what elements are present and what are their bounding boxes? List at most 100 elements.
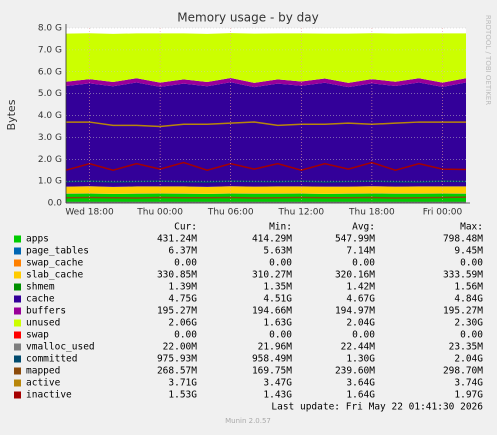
y-tick-label: 3.0 G (38, 133, 62, 143)
legend-stat: 3.64G (346, 378, 375, 389)
legend-stat: 22.44M (341, 342, 376, 353)
x-tick-label: Thu 00:00 (136, 208, 183, 218)
y-tick-label: 8.0 G (38, 24, 62, 34)
legend-label: inactive (26, 390, 72, 401)
legend-header: Avg: (352, 222, 375, 233)
legend-stat: 7.14M (346, 246, 375, 257)
legend-stat: 1.43G (263, 390, 292, 401)
x-tick-label: Thu 06:00 (207, 208, 254, 218)
legend-stat: 194.66M (252, 306, 292, 317)
legend-stat: 3.71G (168, 378, 197, 389)
area (66, 82, 466, 187)
legend-swatch (14, 368, 21, 375)
legend-swatch (14, 320, 21, 327)
legend-stat: 268.57M (157, 366, 197, 377)
legend-stat: 2.30G (454, 318, 483, 329)
legend-stat: 0.00 (352, 258, 375, 269)
legend-stat: 1.64G (346, 390, 375, 401)
legend-stat: 1.63G (263, 318, 292, 329)
y-axis-label: Bytes (5, 99, 18, 130)
legend-header: Min: (269, 222, 292, 233)
legend-stat: 298.70M (443, 366, 483, 377)
legend-stat: 0.00 (174, 258, 197, 269)
legend-stat: 958.49M (252, 354, 292, 365)
legend-stat: 2.06G (168, 318, 197, 329)
legend-stat: 310.27M (252, 270, 292, 281)
legend-stat: 1.53G (168, 390, 197, 401)
legend-label: active (26, 378, 61, 389)
legend-swatch (14, 296, 21, 303)
legend-stat: 431.24M (157, 234, 197, 245)
y-tick-label: 7.0 G (38, 45, 62, 55)
legend-swatch (14, 356, 21, 363)
legend-label: unused (26, 318, 60, 329)
legend-stat: 4.75G (168, 294, 197, 305)
legend-swatch (14, 392, 21, 399)
legend-label: vmalloc_used (26, 342, 95, 353)
legend-swatch (14, 380, 21, 387)
legend-stat: 3.47G (263, 378, 292, 389)
legend-stat: 798.48M (443, 234, 483, 245)
legend-stat: 0.00 (269, 330, 292, 341)
legend-stat: 1.35M (263, 282, 292, 293)
legend-label: swap (26, 330, 49, 341)
legend-stat: 195.27M (443, 306, 483, 317)
legend-stat: 1.30G (346, 354, 375, 365)
legend-stat: 0.00 (269, 258, 292, 269)
legend-stat: 195.27M (157, 306, 197, 317)
legend-swatch (14, 344, 21, 351)
legend-stat: 0.00 (352, 330, 375, 341)
legend-header: Max: (460, 222, 483, 233)
legend-stat: 2.04G (346, 318, 375, 329)
last-update: Last update: Fri May 22 01:41:30 2026 (271, 402, 483, 413)
legend-stat: 169.75M (252, 366, 292, 377)
legend-stat: 4.51G (263, 294, 292, 305)
legend-label: shmem (26, 282, 55, 293)
legend-stat: 0.00 (174, 330, 197, 341)
area (66, 186, 466, 194)
line (66, 197, 466, 198)
legend-stat: 0.00 (460, 258, 483, 269)
footer: Munin 2.0.57 (225, 417, 271, 425)
legend-swatch (14, 236, 21, 243)
y-tick-label: 4.0 G (38, 111, 62, 121)
legend-header: Cur: (174, 222, 197, 233)
legend-stat: 5.63M (263, 246, 292, 257)
y-tick-label: 5.0 G (38, 89, 62, 99)
legend-stat: 1.42M (346, 282, 375, 293)
legend-label: committed (26, 354, 77, 365)
chart-title: Memory usage - by day (177, 11, 318, 25)
legend-stat: 9.45M (454, 246, 483, 257)
legend-stat: 414.29M (252, 234, 292, 245)
legend-stat: 2.04G (454, 354, 483, 365)
legend-label: apps (26, 234, 49, 245)
y-tick-label: 1.0 G (38, 177, 62, 187)
legend-stat: 6.37M (168, 246, 197, 257)
legend-stat: 23.35M (449, 342, 484, 353)
legend-swatch (14, 284, 21, 291)
legend-swatch (14, 272, 21, 279)
legend-label: slab_cache (26, 270, 83, 281)
x-tick-label: Wed 18:00 (65, 208, 114, 218)
legend-swatch (14, 332, 21, 339)
legend-stat: 4.67G (346, 294, 375, 305)
legend-label: cache (26, 294, 55, 305)
legend-stat: 3.74G (454, 378, 483, 389)
x-tick-label: Fri 00:00 (423, 208, 463, 218)
legend-stat: 330.85M (157, 270, 197, 281)
y-tick-label: 2.0 G (38, 155, 62, 165)
legend-stat: 333.59M (443, 270, 483, 281)
side-note: RRDTOOL / TOBI OETIKER (484, 15, 492, 105)
y-tick-label: 0.0 (48, 199, 63, 209)
legend-swatch (14, 308, 21, 315)
x-tick-label: Thu 12:00 (277, 208, 324, 218)
legend-stat: 22.00M (163, 342, 198, 353)
legend-stat: 320.16M (335, 270, 375, 281)
legend-stat: 1.97G (454, 390, 483, 401)
legend-label: mapped (26, 366, 60, 377)
legend-stat: 194.97M (335, 306, 375, 317)
legend-stat: 21.96M (258, 342, 293, 353)
legend-label: buffers (26, 306, 66, 317)
